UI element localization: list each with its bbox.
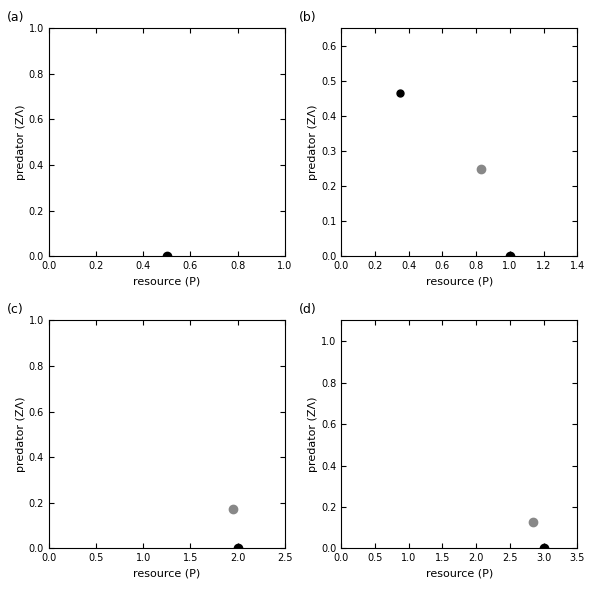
Text: (a): (a) [7, 11, 24, 24]
Y-axis label: predator (ZΛ): predator (ZΛ) [16, 396, 26, 472]
Text: (c): (c) [7, 303, 23, 316]
X-axis label: resource (P): resource (P) [133, 277, 200, 287]
Y-axis label: predator (ZΛ): predator (ZΛ) [308, 104, 318, 180]
Y-axis label: predator (ZΛ): predator (ZΛ) [16, 104, 26, 180]
Text: (b): (b) [299, 11, 316, 24]
Text: (d): (d) [299, 303, 316, 316]
X-axis label: resource (P): resource (P) [426, 569, 493, 579]
X-axis label: resource (P): resource (P) [133, 569, 200, 579]
X-axis label: resource (P): resource (P) [426, 277, 493, 287]
Y-axis label: predator (ZΛ): predator (ZΛ) [308, 396, 318, 472]
